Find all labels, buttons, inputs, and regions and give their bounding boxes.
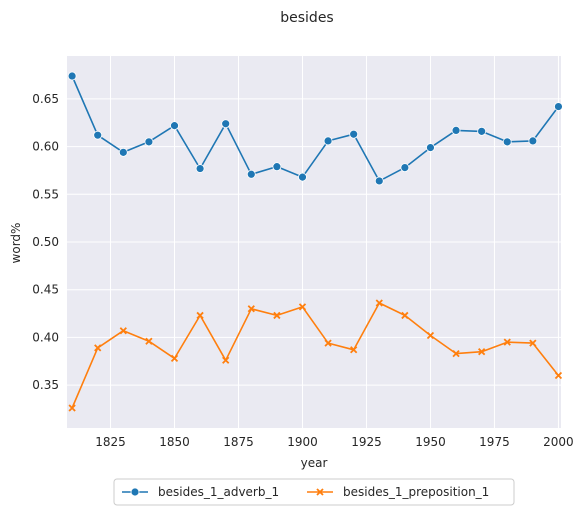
- chart-title: besides: [280, 10, 333, 26]
- data-point: [323, 136, 333, 146]
- data-point: [170, 121, 179, 131]
- y-tick-label: 0.45: [32, 283, 59, 297]
- y-axis-ticks: 0.35 0.40 0.45 0.50 0.55 0.60 0.65: [32, 92, 59, 392]
- x-tick-label: 1925: [351, 435, 382, 449]
- x-tick-label: 1825: [95, 435, 126, 449]
- x-tick-label: 1950: [415, 435, 446, 449]
- data-point: [400, 163, 410, 173]
- data-point: [118, 147, 128, 157]
- data-point: [528, 136, 538, 146]
- data-point: [67, 71, 77, 81]
- y-tick-label: 0.40: [32, 330, 59, 344]
- data-point: [272, 162, 282, 172]
- data-point: [529, 339, 537, 347]
- data-point: [144, 137, 154, 147]
- legend-item-2: besides_1_preposition_1: [307, 485, 489, 499]
- legend: besides_1_adverb_1 besides_1_preposition_…: [113, 478, 515, 506]
- data-point: [195, 164, 205, 173]
- data-point: [94, 344, 102, 352]
- data-point: [68, 404, 76, 412]
- data-point: [426, 143, 435, 152]
- data-point: [119, 327, 127, 335]
- data-point: [324, 339, 332, 347]
- x-tick-label: 1850: [159, 435, 190, 449]
- x-tick-label: 1875: [223, 435, 254, 449]
- y-tick-label: 0.55: [32, 187, 59, 201]
- data-point: [477, 126, 487, 136]
- data-point: [298, 172, 307, 182]
- data-point: [170, 354, 179, 363]
- legend-marker: [130, 487, 140, 497]
- data-point: [426, 331, 435, 340]
- x-axis-label: year: [301, 456, 328, 470]
- data-point: [374, 176, 384, 186]
- data-point: [221, 119, 231, 129]
- series-layer: [67, 71, 563, 412]
- data-point: [246, 169, 256, 179]
- legend-item-1: besides_1_adverb_1: [122, 485, 279, 499]
- data-point: [503, 338, 511, 346]
- series-1: [67, 71, 563, 186]
- data-point: [452, 349, 460, 358]
- data-point: [502, 137, 512, 147]
- data-point: [349, 129, 359, 139]
- x-axis-ticks: 1825 1850 1875 1900 1925 1950 1975 2000: [95, 435, 573, 449]
- data-point: [247, 305, 255, 313]
- data-point: [196, 311, 204, 320]
- series-line: [71, 302, 560, 409]
- y-tick-label: 0.65: [32, 92, 59, 106]
- data-point: [478, 348, 486, 356]
- data-point: [93, 130, 103, 140]
- x-tick-label: 2000: [543, 435, 574, 449]
- legend-label: besides_1_preposition_1: [343, 485, 489, 499]
- data-point: [273, 311, 281, 320]
- x-tick-label: 1975: [479, 435, 510, 449]
- data-point: [401, 311, 409, 320]
- grid-lines: [67, 56, 561, 428]
- y-tick-label: 0.35: [32, 378, 59, 392]
- data-point: [145, 337, 153, 345]
- y-tick-label: 0.60: [32, 140, 59, 154]
- legend-marker: [316, 488, 324, 496]
- data-point: [222, 356, 230, 364]
- series-2: [68, 299, 563, 412]
- data-point: [350, 346, 358, 354]
- data-point: [554, 102, 563, 111]
- data-point: [451, 125, 461, 135]
- data-point: [298, 303, 307, 311]
- x-tick-label: 1900: [287, 435, 318, 449]
- data-point: [554, 371, 563, 380]
- y-tick-label: 0.50: [32, 235, 59, 249]
- y-axis-label: word%: [9, 223, 23, 264]
- data-point: [375, 299, 383, 307]
- legend-label: besides_1_adverb_1: [158, 485, 279, 499]
